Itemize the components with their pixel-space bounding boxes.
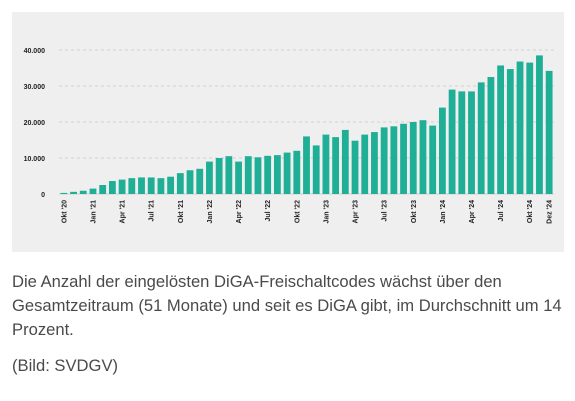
bar bbox=[380, 127, 388, 194]
bar bbox=[186, 170, 194, 194]
bar bbox=[516, 61, 524, 194]
bar bbox=[283, 152, 291, 194]
bar bbox=[536, 55, 543, 195]
x-tick-label: Jul '22 bbox=[265, 200, 272, 222]
x-tick-label: Jan '24 bbox=[440, 200, 447, 224]
x-tick-label: Okt '23 bbox=[411, 200, 418, 223]
bar bbox=[400, 123, 407, 194]
bar bbox=[390, 126, 398, 194]
bar bbox=[303, 136, 310, 194]
bar bbox=[147, 177, 155, 194]
bar bbox=[99, 185, 107, 194]
bar bbox=[458, 91, 466, 194]
bar bbox=[322, 134, 330, 194]
bar bbox=[419, 120, 427, 194]
y-tick-label: 10.000 bbox=[24, 156, 46, 163]
bar bbox=[429, 125, 437, 194]
bar bbox=[341, 129, 349, 194]
bar bbox=[264, 155, 272, 194]
bar bbox=[487, 77, 495, 194]
image-caption: Die Anzahl der eingelösten DiGA-Freischa… bbox=[12, 272, 562, 339]
y-tick-label: 20.000 bbox=[24, 120, 46, 127]
x-tick-label: Dez '24 bbox=[547, 200, 554, 224]
x-tick-label: Okt '20 bbox=[61, 200, 68, 223]
x-tick-label: Apr '21 bbox=[120, 200, 127, 224]
bar bbox=[361, 134, 369, 194]
x-tick-label: Jan '22 bbox=[207, 200, 214, 224]
x-tick-label: Jan '21 bbox=[90, 200, 97, 224]
bar bbox=[167, 176, 175, 194]
bar bbox=[371, 132, 378, 194]
bar bbox=[128, 178, 136, 194]
y-tick-label: 0 bbox=[41, 192, 45, 199]
bar bbox=[138, 177, 145, 194]
bar bbox=[108, 181, 116, 194]
bar bbox=[206, 161, 213, 194]
bar bbox=[79, 190, 87, 194]
bar bbox=[477, 82, 485, 194]
bar bbox=[70, 191, 77, 194]
bar bbox=[118, 179, 126, 194]
bar bbox=[332, 137, 340, 194]
y-tick-label: 40.000 bbox=[24, 48, 46, 55]
x-tick-label: Jul '23 bbox=[382, 200, 389, 222]
bar bbox=[273, 155, 281, 194]
bar bbox=[526, 62, 534, 194]
bar bbox=[176, 173, 184, 194]
bar bbox=[254, 157, 262, 194]
bar-chart: 0 10.000 20.000 30.000 40.000 Okt '20 Jan '21 A… bbox=[24, 48, 554, 224]
bar bbox=[89, 188, 97, 194]
bar bbox=[293, 150, 301, 194]
x-tick-label: Okt '22 bbox=[294, 200, 301, 223]
bar bbox=[225, 156, 233, 194]
x-tick-label: Apr '23 bbox=[353, 200, 360, 224]
bar bbox=[215, 158, 223, 194]
bar bbox=[409, 122, 417, 194]
bar bbox=[506, 69, 514, 194]
bar bbox=[60, 192, 68, 194]
bar bbox=[468, 91, 475, 194]
x-tick-label: Apr '24 bbox=[469, 200, 476, 224]
x-tick-label: Jul '24 bbox=[498, 200, 505, 222]
bar bbox=[438, 107, 446, 194]
image-credit: (Bild: SVDGV) bbox=[12, 356, 119, 375]
bar bbox=[157, 178, 165, 194]
x-tick-label: Okt '24 bbox=[527, 200, 534, 223]
bar bbox=[448, 89, 456, 194]
x-tick-label: Okt '21 bbox=[178, 200, 185, 223]
bar bbox=[351, 140, 359, 194]
bar bbox=[196, 168, 204, 194]
bar bbox=[244, 156, 252, 194]
bar bbox=[235, 161, 242, 194]
x-tick-label: Jan '23 bbox=[323, 200, 330, 224]
x-tick-label: Apr '22 bbox=[236, 200, 243, 224]
bar bbox=[545, 70, 553, 194]
chart-panel: 0 10.000 20.000 30.000 40.000 Okt '20 Jan '21 A… bbox=[12, 12, 564, 252]
x-tick-label: Jul '21 bbox=[149, 200, 156, 222]
y-tick-label: 30.000 bbox=[24, 84, 46, 91]
bar bbox=[312, 145, 320, 194]
bar bbox=[497, 65, 505, 194]
